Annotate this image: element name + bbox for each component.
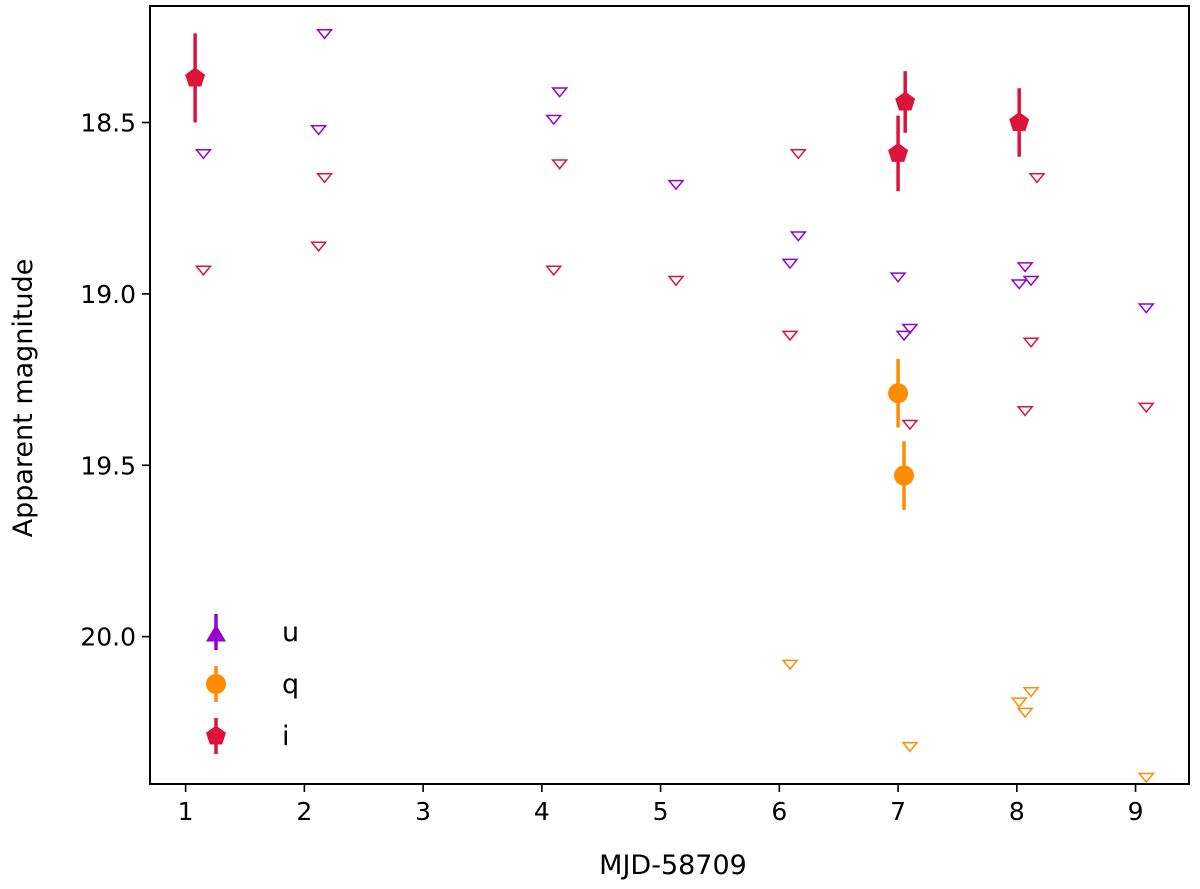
upper-limit-marker-u — [781, 258, 799, 270]
data-point-q — [894, 465, 915, 486]
x-axis-label: MJD-58709 — [599, 850, 747, 881]
upper-limit-marker-q — [1022, 687, 1040, 698]
detection-markers — [185, 33, 1030, 510]
upper-limit-marker-u — [1022, 275, 1040, 287]
x-tick-label: 2 — [296, 797, 312, 826]
legend: uqi — [206, 614, 299, 754]
data-point-i — [185, 67, 206, 87]
upper-limit-marker-u — [1016, 262, 1034, 273]
data-point-i — [895, 91, 916, 111]
upper-limit-marker-u — [1137, 303, 1155, 314]
legend-marker-u — [206, 624, 226, 642]
upper-limit-marker-i — [315, 172, 334, 184]
y-tick-label: 18.5 — [80, 109, 136, 138]
upper-limit-marker-i — [781, 330, 799, 342]
upper-limit-marker-u — [901, 323, 919, 335]
upper-limit-marker-u — [551, 87, 569, 98]
legend-label-q: q — [282, 669, 299, 700]
data-point-i — [1009, 112, 1030, 131]
x-tick-label: 5 — [653, 797, 669, 826]
upper-limit-marker-i — [1137, 402, 1155, 414]
upper-limit-marker-u — [895, 330, 913, 342]
data-point-i — [888, 142, 909, 162]
upper-limit-markers — [194, 29, 1155, 784]
upper-limit-marker-i — [1016, 406, 1034, 417]
upper-limit-marker-q — [1010, 697, 1028, 708]
upper-limit-marker-i — [1022, 337, 1040, 349]
upper-limit-marker-u — [789, 231, 807, 242]
upper-limit-marker-i — [310, 241, 328, 253]
upper-limit-marker-i — [551, 159, 569, 170]
upper-limit-marker-q — [901, 741, 919, 753]
upper-limit-marker-i — [789, 148, 807, 160]
x-tick-label: 4 — [534, 797, 550, 826]
upper-limit-marker-u — [889, 272, 907, 283]
upper-limit-marker-i — [667, 275, 685, 287]
upper-limit-marker-u — [194, 148, 213, 160]
upper-limit-marker-u — [545, 114, 563, 126]
upper-limit-marker-u — [1010, 279, 1028, 290]
upper-limit-marker-u — [315, 29, 334, 40]
legend-label-u: u — [282, 617, 299, 648]
upper-limit-marker-q — [781, 659, 799, 671]
axes: 1 2 3 4 5 6 7 8 9 18.5 19.0 19.5 20.0 — [80, 5, 1190, 826]
x-tick-label: 6 — [771, 797, 787, 826]
upper-limit-marker-u — [310, 124, 328, 136]
x-tick-label: 3 — [415, 797, 431, 826]
x-tick-label: 8 — [1009, 797, 1025, 826]
upper-limit-marker-q — [1016, 707, 1034, 719]
upper-limit-marker-i — [901, 419, 919, 431]
legend-marker-q — [206, 674, 226, 694]
upper-limit-marker-i — [194, 265, 213, 277]
plot-frame — [149, 5, 1190, 785]
y-tick-label: 19.5 — [80, 451, 136, 480]
y-tick-label: 20.0 — [80, 623, 136, 652]
x-tick-label: 1 — [178, 797, 194, 826]
upper-limit-marker-i — [545, 265, 563, 277]
upper-limit-marker-i — [1028, 172, 1046, 184]
y-axis-label: Apparent magnitude — [8, 259, 39, 538]
y-tick-label: 19.0 — [80, 280, 136, 309]
legend-marker-i — [206, 725, 226, 745]
upper-limit-marker-q — [1137, 772, 1155, 784]
x-tick-label: 7 — [890, 797, 906, 826]
x-tick-label: 9 — [1128, 797, 1144, 826]
legend-label-i: i — [282, 721, 290, 752]
upper-limit-marker-u — [667, 179, 685, 191]
data-point-q — [888, 383, 909, 404]
